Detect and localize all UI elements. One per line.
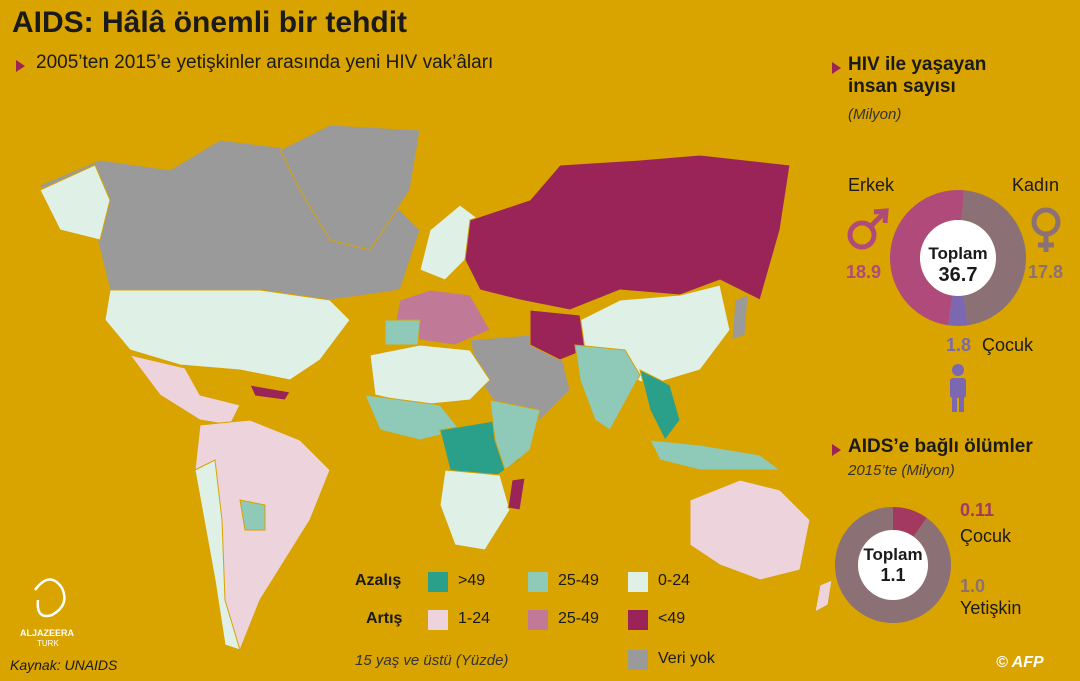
legend-label: 1-24 <box>458 610 491 627</box>
new-zealand <box>814 579 833 613</box>
legend-swatch <box>528 610 548 630</box>
legend-swatch <box>428 610 448 630</box>
caribbean <box>249 384 291 401</box>
mexico <box>128 354 241 426</box>
credit: © AFP <box>996 654 1044 671</box>
source: Kaynak: UNAIDS <box>10 657 118 673</box>
donut-center <box>920 220 996 296</box>
legend-note: 15 yaş ve üstü (Yüzde) <box>355 652 509 669</box>
japan <box>731 294 749 341</box>
total-label: Toplam <box>928 244 988 263</box>
southern-africa <box>439 469 511 551</box>
legend-row-label: Azalış <box>355 572 402 589</box>
east-africa <box>489 399 541 471</box>
logo-name: ALJAZEERA <box>20 628 75 638</box>
legend-label: 25-49 <box>558 610 599 627</box>
total-value: 1.1 <box>880 565 906 585</box>
peru-chile <box>194 459 241 651</box>
value-label: 1.8 <box>946 335 972 355</box>
chart-subtitle: (Milyon) <box>848 106 902 123</box>
legend-row-label: Artış <box>366 610 403 627</box>
legend-label: 25-49 <box>558 572 599 589</box>
legend-label: <49 <box>658 610 686 627</box>
legend-label: 0-24 <box>658 572 691 589</box>
southeast-asia <box>639 369 681 441</box>
russia <box>464 154 791 311</box>
legend-swatch <box>628 610 648 630</box>
legend-swatch <box>628 650 648 670</box>
value-label: 1.0 <box>960 576 986 596</box>
donut-segment <box>948 295 968 326</box>
alaska-west <box>39 164 111 241</box>
central-asia <box>529 309 586 361</box>
iberia <box>384 319 421 346</box>
madagascar <box>507 477 526 511</box>
female-icon <box>1031 207 1061 252</box>
logo-sub: TURK <box>37 639 59 648</box>
marker <box>832 62 841 74</box>
australia <box>689 479 811 581</box>
marker <box>832 444 841 456</box>
canada-alaska <box>39 139 421 301</box>
male-icon <box>847 208 889 250</box>
donut-segment <box>893 507 927 537</box>
total-label: Toplam <box>863 545 923 564</box>
value-label: 17.8 <box>1028 262 1064 282</box>
legend-label: Veri yok <box>658 650 715 667</box>
donut-segment <box>890 190 965 326</box>
subtitle: 2005’ten 2015’e yetişkinler arasında yen… <box>36 52 494 73</box>
greenland <box>279 124 421 251</box>
category-label: Kadın <box>1012 175 1060 195</box>
world-map <box>39 124 833 651</box>
legend-swatch <box>428 572 448 592</box>
child-icon <box>950 364 966 412</box>
west-africa <box>364 394 461 441</box>
aljazeera-logo <box>34 578 66 618</box>
donut-center <box>858 530 928 600</box>
chart-title: AIDS’e bağlı ölümler <box>848 436 1033 457</box>
legend-label: >49 <box>458 572 486 589</box>
chart-title: HIV ile yaşayan insan sayısı <box>848 54 987 97</box>
value-label: 18.9 <box>846 262 882 282</box>
india <box>574 344 641 431</box>
total-value: 36.7 <box>938 264 978 286</box>
donut-segment <box>961 190 1026 326</box>
title: AIDS: Hâlâ önemli bir tehdit <box>12 6 408 39</box>
marker <box>16 60 25 72</box>
category-label: Erkek <box>848 175 895 195</box>
usa <box>104 289 351 381</box>
legend-swatch <box>628 572 648 592</box>
category-label: Yetişkin <box>960 598 1022 618</box>
chart-subtitle: 2015’te (Milyon) <box>848 462 955 479</box>
indonesia <box>649 439 782 471</box>
north-africa <box>369 344 491 406</box>
category-label: Çocuk <box>960 526 1012 546</box>
category-label: Çocuk <box>982 335 1034 355</box>
legend-swatch <box>528 572 548 592</box>
bolivia <box>239 499 266 531</box>
donut-segment <box>835 507 952 623</box>
value-label: 0.11 <box>960 500 995 520</box>
